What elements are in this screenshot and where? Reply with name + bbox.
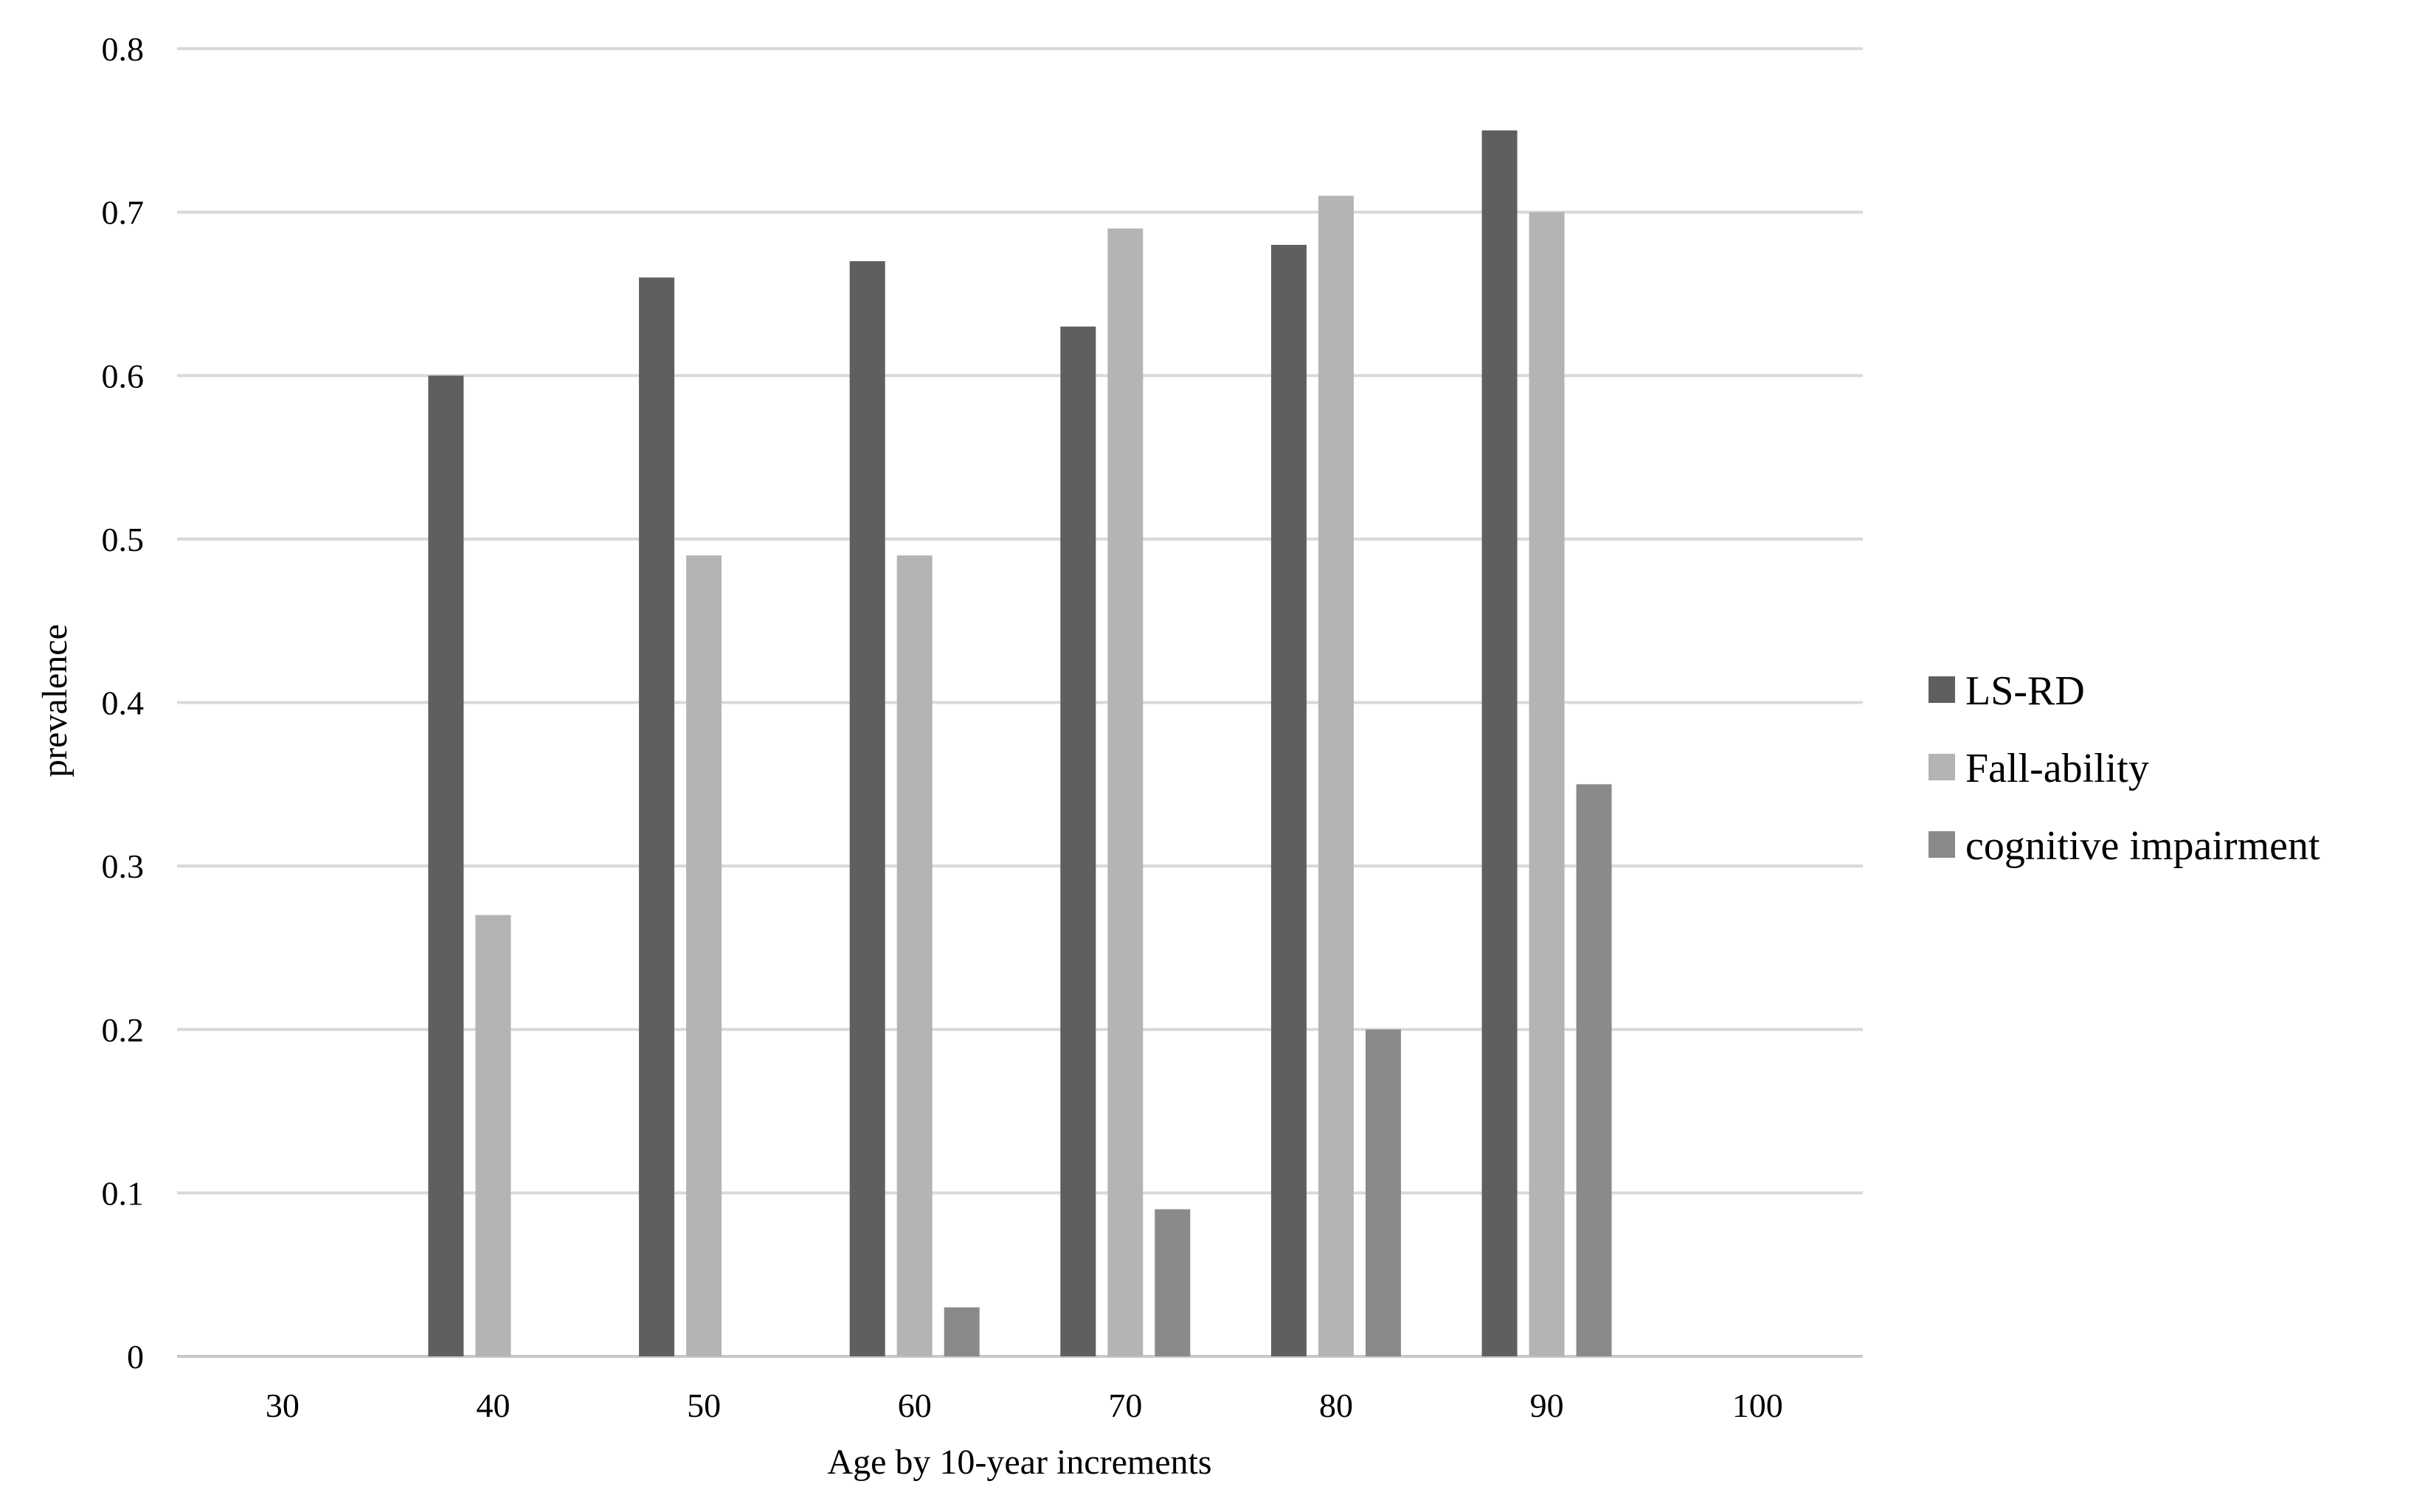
bar-cognitive-impairment-60 bbox=[944, 1307, 980, 1356]
y-tick-label: 0.3 bbox=[102, 847, 145, 885]
legend-swatch bbox=[1929, 831, 1955, 858]
bar-fall-ability-90 bbox=[1529, 212, 1565, 1356]
bar-cognitive-impairment-80 bbox=[1365, 1029, 1401, 1356]
bar-ls-rd-80 bbox=[1270, 244, 1307, 1357]
x-tick-label: 50 bbox=[687, 1387, 721, 1424]
bar-fall-ability-50 bbox=[686, 555, 722, 1356]
legend-swatch bbox=[1929, 754, 1955, 780]
bar-ls-rd-50 bbox=[639, 277, 675, 1356]
y-tick-label: 0.5 bbox=[102, 521, 145, 558]
legend-label: Fall-ability bbox=[1965, 746, 2149, 791]
x-tick-label: 100 bbox=[1732, 1387, 1783, 1424]
y-tick-label: 0.4 bbox=[102, 684, 145, 722]
x-tick-label: 90 bbox=[1530, 1387, 1564, 1424]
bar-ls-rd-40 bbox=[428, 375, 464, 1356]
x-tick-label: 80 bbox=[1319, 1387, 1353, 1424]
x-axis-ticks: 30 40 50 60 70 80 90 100 bbox=[266, 1387, 1783, 1424]
legend-label: cognitive impairment bbox=[1965, 823, 2320, 869]
legend: LS-RD Fall-ability cognitive impairment bbox=[1929, 668, 2320, 869]
legend-label: LS-RD bbox=[1965, 668, 2085, 714]
x-axis-title: Age by 10-year increments bbox=[827, 1443, 1211, 1482]
bar-ls-rd-60 bbox=[849, 261, 885, 1356]
y-tick-label: 0.2 bbox=[102, 1011, 145, 1049]
y-axis-title: prevalence bbox=[35, 624, 75, 777]
y-tick-label: 0.7 bbox=[102, 194, 145, 232]
x-tick-label: 30 bbox=[266, 1387, 300, 1424]
y-tick-label: 0.6 bbox=[102, 357, 145, 395]
y-tick-label: 0.1 bbox=[102, 1174, 145, 1212]
x-tick-label: 60 bbox=[898, 1387, 932, 1424]
bar-cognitive-impairment-70 bbox=[1155, 1209, 1191, 1356]
bars bbox=[428, 130, 1612, 1357]
legend-swatch bbox=[1929, 676, 1955, 703]
y-tick-label: 0.8 bbox=[102, 30, 145, 68]
bar-fall-ability-80 bbox=[1318, 195, 1354, 1356]
y-axis-ticks: 0 0.1 0.2 0.3 0.4 0.5 0.6 0.7 0.8 bbox=[102, 30, 145, 1376]
bar-ls-rd-70 bbox=[1060, 326, 1096, 1357]
bar-fall-ability-70 bbox=[1107, 228, 1144, 1357]
x-tick-label: 70 bbox=[1108, 1387, 1142, 1424]
x-tick-label: 40 bbox=[476, 1387, 510, 1424]
bar-ls-rd-90 bbox=[1481, 130, 1518, 1356]
bar-fall-ability-40 bbox=[475, 915, 511, 1356]
y-tick-label: 0 bbox=[127, 1338, 144, 1376]
bar-fall-ability-60 bbox=[896, 555, 933, 1356]
bar-cognitive-impairment-90 bbox=[1576, 784, 1612, 1356]
